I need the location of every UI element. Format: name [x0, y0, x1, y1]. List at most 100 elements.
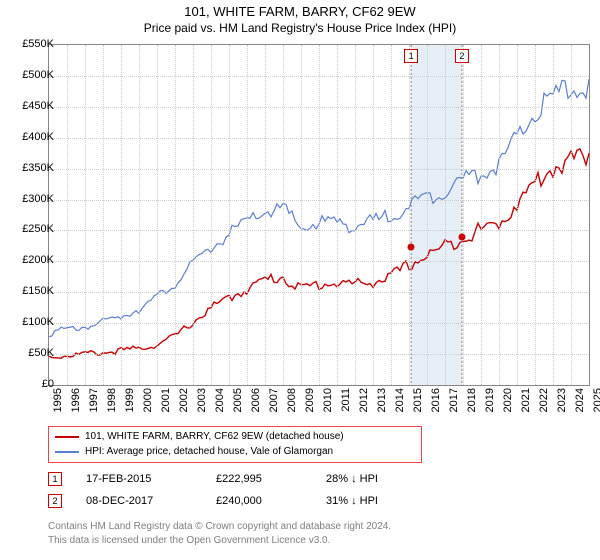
x-tick-label: 2001 [160, 388, 172, 412]
gridline-v [193, 45, 194, 385]
footer-line2: This data is licensed under the Open Gov… [48, 534, 391, 548]
y-tick-label: £50K [10, 347, 54, 359]
x-tick-label: 2006 [250, 388, 262, 412]
sale-point [458, 233, 465, 240]
x-tick-label: 2020 [502, 388, 514, 412]
x-tick-label: 2015 [412, 388, 424, 412]
x-tick-label: 2013 [376, 388, 388, 412]
x-tick-label: 2025 [592, 388, 600, 412]
marker-box-2: 2 [455, 49, 469, 63]
legend-box: 101, WHITE FARM, BARRY, CF62 9EW (detach… [48, 426, 422, 463]
x-tick-label: 2019 [484, 388, 496, 412]
marker-box-1: 1 [404, 49, 418, 63]
chart-plot-area: 12 [48, 44, 590, 386]
gridline-v [499, 45, 500, 385]
sales-marker: 2 [48, 494, 62, 508]
y-tick-label: £0 [10, 378, 54, 390]
x-tick-label: 2003 [196, 388, 208, 412]
x-tick-label: 1995 [52, 388, 64, 412]
y-tick-label: £450K [10, 100, 54, 112]
gridline-v [463, 45, 464, 385]
x-tick-label: 2017 [448, 388, 460, 412]
gridline-v [301, 45, 302, 385]
y-tick-label: £100K [10, 316, 54, 328]
y-tick-label: £300K [10, 193, 54, 205]
gridline-v [355, 45, 356, 385]
gridline-v [337, 45, 338, 385]
sales-price: £222,995 [216, 473, 326, 485]
x-tick-label: 1997 [88, 388, 100, 412]
sales-compare: 28% ↓ HPI [326, 473, 436, 485]
x-tick-label: 2016 [430, 388, 442, 412]
sales-date: 17-FEB-2015 [86, 473, 216, 485]
gridline-v [85, 45, 86, 385]
gridline-v [409, 45, 410, 385]
gridline-v [175, 45, 176, 385]
y-tick-label: £250K [10, 223, 54, 235]
x-tick-label: 2022 [538, 388, 550, 412]
x-tick-label: 1999 [124, 388, 136, 412]
chart-subtitle: Price paid vs. HM Land Registry's House … [0, 21, 600, 39]
gridline-v [211, 45, 212, 385]
x-tick-label: 2010 [322, 388, 334, 412]
gridline-v [139, 45, 140, 385]
x-tick-label: 2009 [304, 388, 316, 412]
x-tick-label: 2021 [520, 388, 532, 412]
x-tick-label: 2012 [358, 388, 370, 412]
gridline-v [481, 45, 482, 385]
gridline-v [319, 45, 320, 385]
gridline-v [445, 45, 446, 385]
sales-row: 1 17-FEB-2015£222,99528% ↓ HPI [48, 468, 436, 490]
gridline-v [535, 45, 536, 385]
gridline-v [229, 45, 230, 385]
gridline-v [121, 45, 122, 385]
gridline-v [265, 45, 266, 385]
x-tick-label: 1998 [106, 388, 118, 412]
gridline-v [427, 45, 428, 385]
x-tick-label: 2011 [340, 388, 352, 412]
y-tick-label: £550K [10, 38, 54, 50]
gridline-v [283, 45, 284, 385]
gridline-v [157, 45, 158, 385]
x-tick-label: 2007 [268, 388, 280, 412]
legend-swatch [55, 436, 79, 438]
legend-row: 101, WHITE FARM, BARRY, CF62 9EW (detach… [55, 430, 415, 445]
gridline-v [373, 45, 374, 385]
x-tick-label: 2024 [574, 388, 586, 412]
sales-table: 1 17-FEB-2015£222,99528% ↓ HPI 2 08-DEC-201… [48, 468, 436, 512]
x-tick-label: 2008 [286, 388, 298, 412]
sales-date: 08-DEC-2017 [86, 495, 216, 507]
legend-label: 101, WHITE FARM, BARRY, CF62 9EW (detach… [85, 430, 344, 445]
chart-title: 101, WHITE FARM, BARRY, CF62 9EW [0, 0, 600, 21]
x-tick-label: 1996 [70, 388, 82, 412]
gridline-v [391, 45, 392, 385]
x-tick-label: 2000 [142, 388, 154, 412]
y-tick-label: £200K [10, 254, 54, 266]
gridline-v [517, 45, 518, 385]
footer-line1: Contains HM Land Registry data © Crown c… [48, 520, 391, 534]
x-tick-label: 2004 [214, 388, 226, 412]
x-tick-label: 2014 [394, 388, 406, 412]
x-tick-label: 2002 [178, 388, 190, 412]
sales-row: 2 08-DEC-2017£240,00031% ↓ HPI [48, 490, 436, 512]
gridline-v [571, 45, 572, 385]
legend-row: HPI: Average price, detached house, Vale… [55, 445, 415, 460]
y-tick-label: £150K [10, 285, 54, 297]
x-tick-label: 2018 [466, 388, 478, 412]
y-tick-label: £350K [10, 162, 54, 174]
sales-compare: 31% ↓ HPI [326, 495, 436, 507]
y-tick-label: £500K [10, 69, 54, 81]
legend-label: HPI: Average price, detached house, Vale… [85, 445, 333, 460]
gridline-v [247, 45, 248, 385]
sales-marker: 1 [48, 472, 62, 486]
x-tick-label: 2005 [232, 388, 244, 412]
sales-price: £240,000 [216, 495, 326, 507]
sale-point [408, 244, 415, 251]
gridline-v [67, 45, 68, 385]
footer-attribution: Contains HM Land Registry data © Crown c… [48, 520, 391, 547]
y-tick-label: £400K [10, 131, 54, 143]
x-tick-label: 2023 [556, 388, 568, 412]
gridline-v [553, 45, 554, 385]
legend-swatch [55, 451, 79, 453]
gridline-v [103, 45, 104, 385]
